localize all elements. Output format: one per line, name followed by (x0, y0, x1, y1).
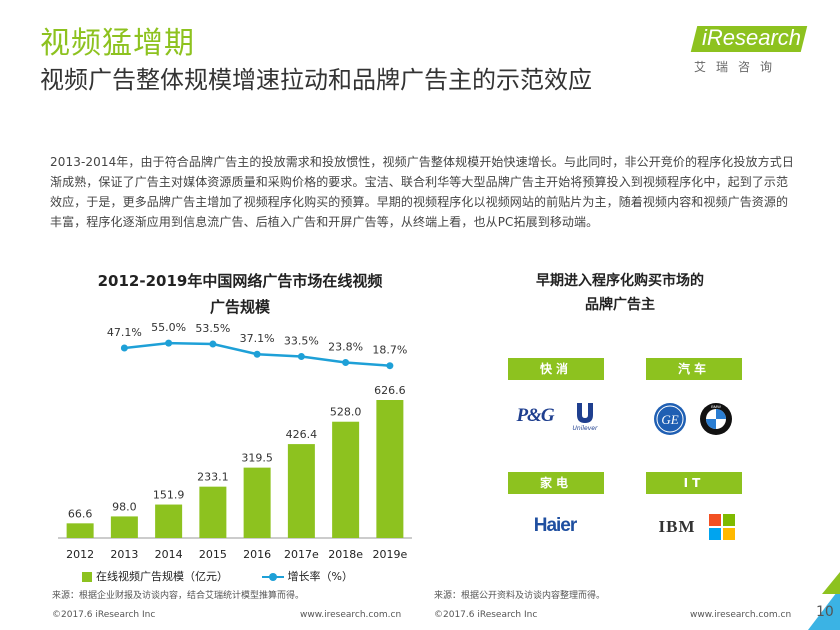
bmw-logo-text: BMW (711, 404, 721, 409)
bar-value-label-2016: 319.5 (241, 452, 273, 465)
ibm-logo-text: IBM (658, 517, 696, 536)
microsoft-icon (709, 514, 735, 540)
section-kicker: 视频猛增期 (40, 26, 195, 61)
x-tick-label-2014: 2014 (155, 548, 183, 561)
logo-subtitle: 艾瑞咨询 (694, 60, 783, 74)
ge-logo: GE (652, 401, 688, 437)
page-number: 10 (816, 604, 834, 620)
footer-url-left[interactable]: www.iresearch.com.cn (300, 610, 402, 620)
legend-item-bar: 在线视频广告规模（亿元） (82, 568, 228, 584)
footer-copyright-left: ©2017.6 iResearch Inc (52, 610, 156, 620)
iresearch-logo: iResearch 艾瑞咨询 (690, 25, 820, 84)
chart-title-line1: 2012-2019年中国网络广告市场在线视频 (97, 272, 383, 290)
unilever-u-icon (577, 402, 593, 423)
growth-label-2014: 55.0% (151, 321, 186, 334)
brand-panel-title-line1: 早期进入程序化购买市场的 (536, 273, 704, 289)
x-tick-label-2016: 2016 (243, 548, 271, 561)
bar-2012 (66, 523, 94, 538)
bar-value-label-2012: 66.6 (68, 507, 93, 520)
category-fmcg: 快消 (508, 358, 604, 380)
corner-decoration-blue (808, 588, 840, 630)
growth-point-2014 (165, 339, 173, 347)
ge-icon: GE (654, 403, 686, 435)
unilever-logo-text: Unilever (572, 424, 598, 432)
intro-paragraph: 2013-2014年，由于符合品牌广告主的投放需求和投放惯性，视频广告整体规模开… (50, 155, 794, 229)
legend-line-label: 增长率（%） (287, 570, 353, 583)
growth-point-2013 (120, 344, 128, 352)
haier-logo-text: Haier (533, 515, 578, 536)
growth-point-2019e (386, 362, 394, 370)
pg-logo: P&G (514, 400, 556, 432)
video-ad-market-chart: 66.6 2012 98.0 2013 151.9 2014 233.1 2015 319.5 2… (58, 321, 412, 561)
legend-bar-swatch (82, 572, 92, 582)
bar-2017e (287, 444, 315, 538)
pg-logo-text: P&G (516, 405, 554, 426)
growth-label-2016: 37.1% (240, 332, 275, 345)
brand-panel-title-line2: 品牌广告主 (585, 297, 655, 313)
legend-line-swatch (261, 572, 284, 582)
bar-value-label-2014: 151.9 (153, 489, 185, 502)
category-appliance: 家电 (508, 472, 604, 494)
bar-2018e (332, 421, 360, 538)
growth-label-2017e: 33.5% (284, 334, 319, 347)
unilever-logo: Unilever (566, 398, 604, 434)
chart-legend: 在线视频广告规模（亿元） 增长率（%） (82, 568, 383, 584)
chart-source-note: 来源：根据企业财报及访谈内容，结合艾瑞统计模型推算而得。 (52, 591, 305, 601)
bar-2014 (155, 504, 183, 538)
growth-label-2013: 47.1% (107, 326, 142, 339)
x-tick-label-2017e: 2017e (284, 548, 319, 561)
microsoft-logo (708, 513, 736, 541)
ibm-logo: IBM (650, 512, 704, 542)
x-tick-label-2015: 2015 (199, 548, 227, 561)
x-tick-label-2019e: 2019e (372, 548, 407, 561)
growth-point-2017e (297, 352, 305, 360)
bar-value-label-2018e: 528.0 (330, 406, 362, 419)
chart-title-line2: 广告规模 (209, 298, 270, 316)
growth-label-2019e: 18.7% (372, 344, 407, 357)
bmw-icon: BMW (700, 403, 732, 435)
growth-point-2015 (209, 340, 217, 348)
bar-2015 (199, 486, 227, 538)
x-tick-label-2018e: 2018e (328, 548, 363, 561)
footer-copyright-right: ©2017.6 iResearch Inc (434, 610, 538, 620)
page-title: 视频广告整体规模增速拉动和品牌广告主的示范效应 (40, 66, 592, 94)
corner-decoration-green (822, 572, 840, 594)
x-tick-label-2013: 2013 (110, 548, 138, 561)
growth-point-2018e (342, 359, 350, 367)
bar-value-label-2013: 98.0 (112, 500, 137, 513)
brand-source-note: 来源：根据公开资料及访谈内容整理而得。 (434, 591, 606, 601)
bmw-logo: BMW (698, 401, 734, 437)
growth-label-2015: 53.5% (195, 322, 230, 335)
legend-item-line: 增长率（%） (261, 568, 353, 584)
bar-value-label-2015: 233.1 (197, 471, 229, 484)
bar-value-label-2017e: 426.4 (286, 428, 318, 441)
bar-2013 (110, 516, 138, 538)
bar-2016 (243, 467, 271, 538)
growth-point-2016 (253, 350, 261, 358)
category-it: IT (646, 472, 742, 494)
x-tick-label-2012: 2012 (66, 548, 94, 561)
category-auto: 汽车 (646, 358, 742, 380)
growth-label-2018e: 23.8% (328, 341, 363, 354)
footer-url-right[interactable]: www.iresearch.com.cn (690, 610, 792, 620)
haier-logo: Haier (520, 512, 590, 540)
bar-2019e (376, 400, 404, 538)
legend-bar-label: 在线视频广告规模（亿元） (96, 570, 228, 583)
logo-text: iResearch (702, 25, 802, 50)
bar-value-label-2019e: 626.6 (374, 384, 406, 397)
ge-logo-text: GE (661, 412, 678, 427)
